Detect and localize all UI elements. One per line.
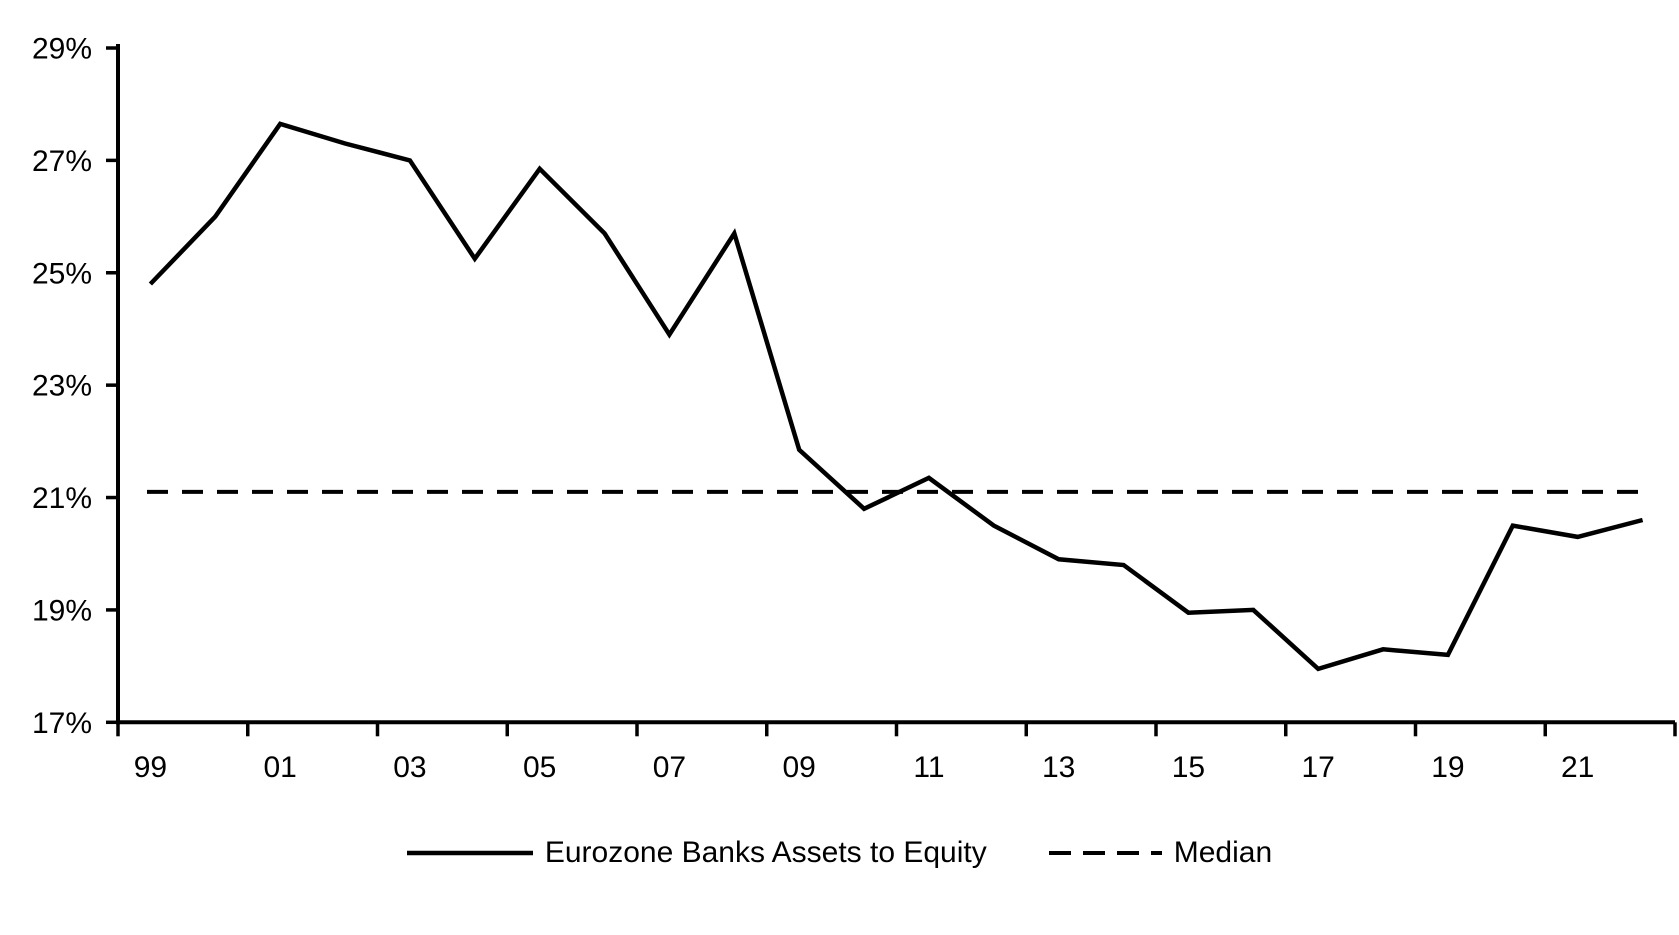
line-chart-plot: 17% 19% 21% 23% 25% 27% 29% 99 01 03 05 07 09 11 13 15 1… <box>32 33 1677 784</box>
y-axis-tick-label: 19% <box>32 594 92 627</box>
y-axis-tick-label: 25% <box>32 257 92 290</box>
chart-legend: Eurozone Banks Assets to Equity Median <box>0 836 1679 870</box>
x-axis-tick-label: 15 <box>1172 751 1205 784</box>
x-axis-tick-label: 99 <box>134 751 167 784</box>
dashed-line-swatch-icon <box>1048 851 1162 855</box>
y-axis-tick-label: 27% <box>32 145 92 178</box>
legend-item-median: Median <box>1048 836 1273 870</box>
x-axis-tick-label: 19 <box>1431 751 1464 784</box>
x-axis-tick-label: 21 <box>1561 751 1594 784</box>
solid-line-swatch-icon <box>406 850 533 856</box>
legend-item-series: Eurozone Banks Assets to Equity <box>406 836 987 870</box>
y-axis-tick-label: 17% <box>32 707 92 740</box>
x-axis-tick-label: 11 <box>913 751 944 784</box>
legend-label-series: Eurozone Banks Assets to Equity <box>544 836 987 869</box>
y-axis-tick-label: 21% <box>32 482 92 515</box>
x-axis-tick-label: 01 <box>264 751 297 784</box>
x-axis-tick-label: 07 <box>653 751 686 784</box>
x-axis-tick-label: 09 <box>783 751 816 784</box>
legend-label-median: Median <box>1173 836 1273 869</box>
y-axis-tick-label: 23% <box>32 370 92 403</box>
x-axis-tick-label: 05 <box>523 751 556 784</box>
x-axis-tick-label: 17 <box>1302 751 1335 784</box>
x-axis-tick-label: 03 <box>393 751 426 784</box>
series-line <box>148 121 1644 672</box>
y-axis-tick-label: 29% <box>32 33 92 66</box>
x-axis-tick-label: 13 <box>1042 751 1075 784</box>
